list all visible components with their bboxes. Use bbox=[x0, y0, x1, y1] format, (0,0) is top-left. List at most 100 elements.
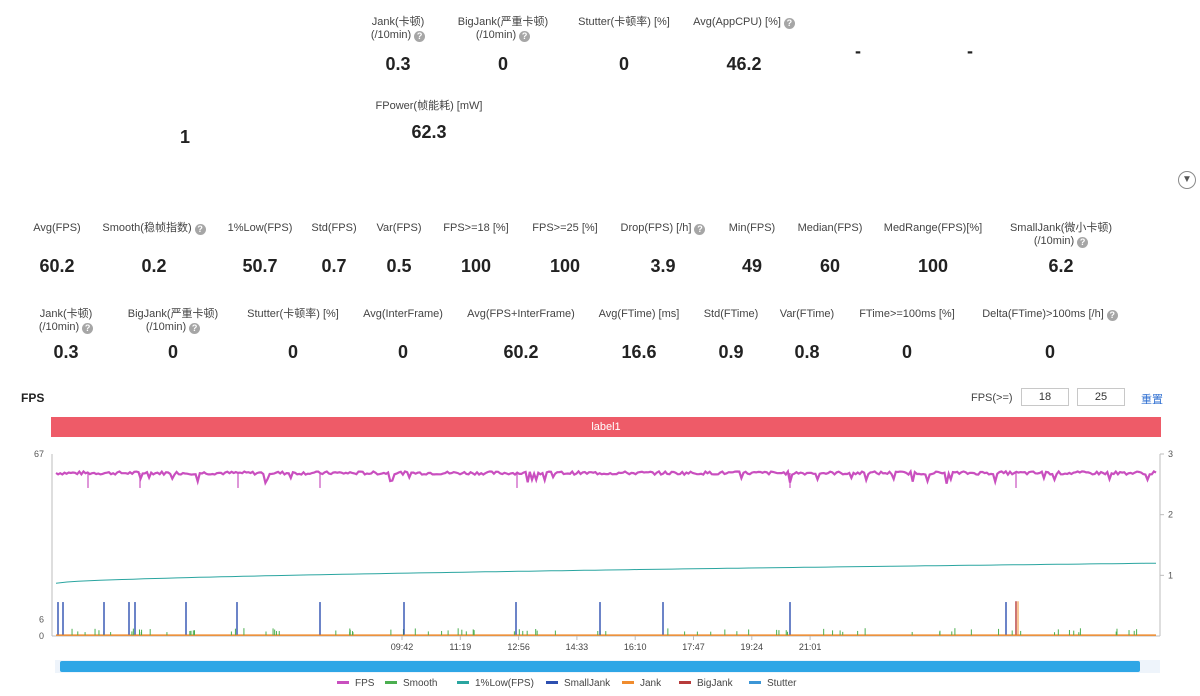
legend-item[interactable]: Smooth bbox=[385, 678, 437, 689]
metric-value: 0 bbox=[1044, 342, 1055, 362]
metric-label: Avg(FPS) bbox=[22, 222, 92, 235]
metric-4: Var(FPS) 0.5 bbox=[374, 222, 424, 277]
left-value-metric: 1 bbox=[165, 126, 205, 148]
metric-value: 60 bbox=[819, 256, 841, 276]
metric-label-text: Std(FPS) bbox=[311, 222, 357, 234]
help-icon[interactable]: ? bbox=[694, 224, 706, 235]
metric-label-text: Smooth(稳帧指数) bbox=[102, 222, 192, 234]
metric-value: 0 bbox=[618, 54, 629, 74]
legend-label: FPS bbox=[355, 678, 375, 689]
metric-label-text: Std(FTime) bbox=[703, 308, 759, 320]
left-value: 1 bbox=[179, 127, 190, 147]
metric-label-text: MedRange(FPS)[%] bbox=[883, 222, 983, 234]
metric-2: 1%Low(FPS) 50.7 bbox=[220, 222, 300, 277]
metric-value: 0.7 bbox=[321, 256, 347, 276]
metric-value: 16.6 bbox=[621, 342, 657, 362]
help-icon[interactable]: ? bbox=[519, 31, 531, 42]
metric-label-text: SmallJank(微小卡顿) bbox=[1009, 222, 1113, 234]
fps-threshold-label: FPS(>=) bbox=[971, 392, 1013, 404]
metric-label: SmallJank(微小卡顿) bbox=[1001, 222, 1121, 235]
metric-value: 0.9 bbox=[718, 342, 744, 362]
metric-label-text: Stutter(卡顿率) [%] bbox=[247, 308, 339, 320]
metric-label: BigJank(严重卡顿) bbox=[118, 308, 228, 321]
legend-swatch bbox=[457, 681, 469, 684]
metric-value: - bbox=[855, 41, 861, 61]
metric-label: Var(FTime) bbox=[772, 308, 842, 321]
metric-1: BigJank(严重卡顿) (/10min)? 0 bbox=[118, 308, 228, 363]
legend-item[interactable]: 1%Low(FPS) bbox=[457, 678, 534, 689]
chart-zoom-handle[interactable] bbox=[60, 661, 1140, 672]
y-right-tick-label: 2 bbox=[1168, 510, 1173, 520]
y-left-tick-label: 6 bbox=[39, 615, 44, 625]
legend-label: SmallJank bbox=[564, 678, 611, 689]
metric-label: Std(FTime) bbox=[696, 308, 766, 321]
fps-threshold-input-1[interactable] bbox=[1021, 388, 1069, 406]
metric-label: Stutter(卡顿率) [%] bbox=[554, 16, 694, 29]
metric-label-unit-text: (/10min) bbox=[370, 29, 412, 41]
metric-label: Min(FPS) bbox=[722, 222, 782, 235]
metric-value: 0 bbox=[397, 342, 408, 362]
x-tick-label: 14:33 bbox=[566, 642, 589, 652]
legend-item[interactable]: BigJank bbox=[679, 678, 733, 689]
metric-label-unit: (/10min)? bbox=[433, 29, 573, 42]
metric-7: Var(FTime) 0.8 bbox=[772, 308, 842, 363]
metric-2: Stutter(卡顿率) [%] 0 bbox=[554, 16, 694, 75]
y-right-tick-label: 3 bbox=[1168, 449, 1173, 459]
help-icon[interactable]: ? bbox=[82, 323, 94, 334]
metric-label-text: Delta(FTime)>100ms [/h] bbox=[982, 308, 1104, 320]
x-tick-label: 19:24 bbox=[741, 642, 764, 652]
legend-label: Jank bbox=[640, 678, 662, 689]
metric-label-text: 1%Low(FPS) bbox=[227, 222, 293, 234]
legend-item[interactable]: Stutter bbox=[749, 678, 796, 689]
x-tick-label: 09:42 bbox=[391, 642, 414, 652]
legend-label: BigJank bbox=[697, 678, 733, 689]
metric-label: Avg(FTime) [ms] bbox=[592, 308, 687, 321]
metric-label: Std(FPS) bbox=[307, 222, 362, 235]
metric-label-text: Avg(AppCPU) [%] bbox=[693, 16, 781, 28]
metric-label-unit-text: (/10min) bbox=[38, 321, 80, 333]
metric-4: - bbox=[788, 16, 928, 62]
fpower-metric: FPower(帧能耗) [mW] 62.3 bbox=[362, 100, 496, 143]
legend-swatch bbox=[679, 681, 691, 684]
help-icon[interactable]: ? bbox=[414, 31, 426, 42]
x-tick-label: 16:10 bbox=[624, 642, 647, 652]
metric-label-text: Min(FPS) bbox=[728, 222, 776, 234]
metric-value: 100 bbox=[917, 256, 949, 276]
reset-button[interactable]: 重置 bbox=[1141, 394, 1163, 406]
metric-3: Std(FPS) 0.7 bbox=[307, 222, 362, 277]
metric-label: BigJank(严重卡顿) bbox=[433, 16, 573, 29]
metric-value: 0.2 bbox=[141, 256, 167, 276]
label-bar[interactable]: label1 bbox=[51, 417, 1161, 437]
metric-5: Avg(FTime) [ms] 16.6 bbox=[592, 308, 687, 363]
legend-item[interactable]: Jank bbox=[622, 678, 661, 689]
metric-label-text: Avg(FPS) bbox=[33, 222, 81, 234]
collapse-button[interactable]: ▼ bbox=[1178, 171, 1196, 189]
low1-series-line bbox=[55, 562, 1157, 584]
help-icon[interactable]: ? bbox=[1077, 237, 1089, 248]
metric-label-text: BigJank(严重卡顿) bbox=[127, 308, 219, 320]
fpower-value: 62.3 bbox=[411, 122, 447, 142]
help-icon[interactable]: ? bbox=[783, 18, 795, 29]
metric-0: Jank(卡顿) (/10min)? 0.3 bbox=[21, 308, 111, 363]
fps-threshold-input-2[interactable] bbox=[1077, 388, 1125, 406]
help-icon[interactable]: ? bbox=[189, 323, 201, 334]
metric-value: 0.5 bbox=[386, 256, 412, 276]
metric-label-text: Stutter(卡顿率) [%] bbox=[578, 16, 670, 28]
help-icon[interactable]: ? bbox=[194, 224, 206, 235]
metric-label-unit-text: (/10min) bbox=[145, 321, 187, 333]
metric-5: - bbox=[900, 16, 1040, 62]
metric-label-text: FPS>=25 [%] bbox=[532, 222, 598, 234]
metric-label: FPS>=18 [%] bbox=[436, 222, 516, 235]
chevron-down-icon: ▼ bbox=[1182, 174, 1192, 185]
legend-item[interactable]: FPS bbox=[337, 678, 374, 689]
help-icon[interactable]: ? bbox=[1106, 310, 1118, 321]
metric-label: Avg(FPS+InterFrame) bbox=[461, 308, 581, 321]
metric-9: Median(FPS) 60 bbox=[790, 222, 870, 277]
legend-item[interactable]: SmallJank bbox=[546, 678, 610, 689]
legend-label: Stutter bbox=[767, 678, 797, 689]
legend-swatch bbox=[622, 681, 634, 684]
metric-4: Avg(FPS+InterFrame) 60.2 bbox=[461, 308, 581, 363]
metric-label-text: FPS>=18 [%] bbox=[443, 222, 509, 234]
metric-value: 0.8 bbox=[794, 342, 820, 362]
metric-label-unit: (/10min)? bbox=[1001, 235, 1121, 248]
